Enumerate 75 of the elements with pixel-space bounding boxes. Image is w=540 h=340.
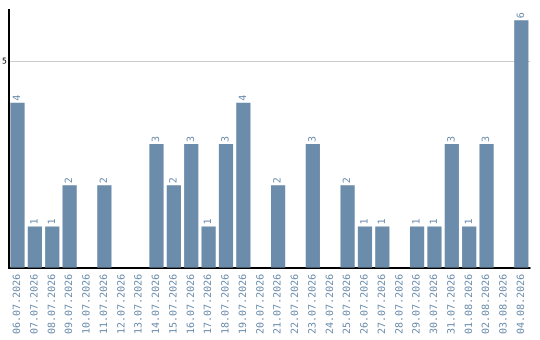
bar: [149, 144, 164, 268]
x-tick-label: 10.07.2026: [82, 274, 93, 334]
bar: [479, 144, 494, 268]
x-tick-label: 12.07.2026: [116, 274, 128, 334]
x-tick-label: 25.07.2026: [342, 274, 354, 334]
x-tick-label: 13.07.2026: [134, 274, 145, 334]
bar: [375, 226, 390, 268]
data-label: 3: [186, 136, 197, 142]
x-tick-label: 26.07.2026: [360, 274, 371, 334]
x-tick-label: 31.07.2026: [446, 274, 458, 334]
data-label: 3: [446, 136, 458, 142]
bar: [462, 226, 476, 268]
x-tick-label: 23.07.2026: [307, 274, 318, 334]
bar: [444, 144, 459, 268]
x-tick-label: 28.07.2026: [394, 274, 406, 334]
bar: [45, 226, 60, 268]
data-label: 3: [481, 136, 492, 142]
bar: [28, 226, 42, 268]
data-label: 2: [98, 177, 110, 184]
x-tick-label: 16.07.2026: [186, 274, 197, 334]
x-tick-label: 14.07.2026: [151, 274, 162, 334]
data-label: 2: [272, 177, 284, 184]
data-label: 1: [29, 218, 40, 225]
x-tick-label: 21.07.2026: [272, 274, 284, 334]
data-label: 1: [376, 218, 388, 225]
x-tick-label: 30.07.2026: [429, 274, 440, 334]
data-label: 1: [412, 218, 423, 225]
bar: [218, 144, 234, 268]
data-label: 1: [46, 218, 58, 225]
x-tick-label: 02.08.2026: [481, 274, 492, 334]
x-tick-label: 09.07.2026: [64, 274, 76, 334]
bar: [306, 144, 320, 268]
x-tick-label: 04.08.2026: [516, 274, 527, 334]
data-label: 4: [238, 94, 249, 101]
x-tick-label: 27.07.2026: [376, 274, 388, 334]
x-tick-label: 22.07.2026: [290, 274, 302, 334]
x-tick-label: 19.07.2026: [238, 274, 249, 334]
bar: [358, 226, 372, 268]
data-label: 2: [64, 177, 76, 184]
data-label: 1: [360, 218, 371, 225]
data-label: 2: [342, 177, 354, 184]
x-tick-label: 11.07.2026: [98, 274, 110, 334]
bar: [410, 226, 424, 268]
data-label: 1: [203, 218, 214, 225]
x-tick-label: 15.07.2026: [168, 274, 180, 334]
x-tick-label: 08.07.2026: [46, 274, 58, 334]
bar: [97, 185, 112, 268]
bar: [270, 185, 286, 268]
data-label: 4: [12, 94, 24, 101]
bar: [427, 226, 442, 268]
data-label: 1: [429, 218, 440, 225]
bar: [166, 185, 181, 268]
x-tick-label: 29.07.2026: [412, 274, 423, 334]
bar: [184, 144, 198, 268]
bar: [62, 185, 77, 268]
data-label: 2: [168, 177, 180, 184]
x-tick-label: 17.07.2026: [203, 274, 214, 334]
bar: [236, 102, 250, 268]
bar: [10, 102, 25, 268]
data-label: 6: [516, 12, 527, 18]
x-tick-label: 18.07.2026: [220, 274, 232, 334]
data-label: 1: [464, 218, 475, 225]
x-tick-label: 03.08.2026: [498, 274, 510, 334]
x-tick-label: 06.07.2026: [12, 274, 24, 334]
data-label: 3: [307, 136, 318, 142]
bar: [514, 20, 528, 268]
x-tick-label: 24.07.2026: [324, 274, 336, 334]
bar: [201, 226, 216, 268]
bar: [340, 185, 355, 268]
x-tick-label: 20.07.2026: [255, 274, 266, 334]
data-label: 3: [151, 136, 162, 142]
y-tick-label: 5: [2, 56, 7, 66]
data-label: 3: [220, 136, 232, 142]
x-tick-label: 01.08.2026: [464, 274, 475, 334]
x-tick-label: 07.07.2026: [29, 274, 40, 334]
